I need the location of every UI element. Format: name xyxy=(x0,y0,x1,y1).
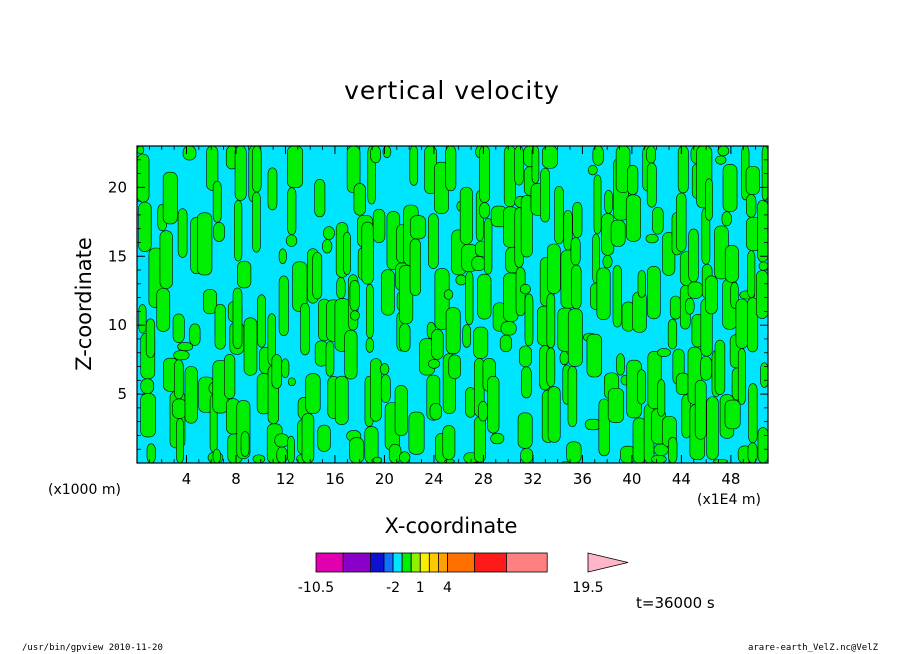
footer-left: /usr/bin/gpview 2010-11-20 xyxy=(22,643,163,653)
chart-title: vertical velocity xyxy=(344,76,560,105)
x-axis-label: X-coordinate xyxy=(384,514,518,538)
x-unit-right: (x1E4 m) xyxy=(697,492,761,508)
x-tick-label-48: 48 xyxy=(721,470,740,488)
colorbar-swatch-2 xyxy=(369,552,385,573)
colorbar-label-4: 19.5 xyxy=(572,580,603,596)
x-tick-label-28: 28 xyxy=(474,470,493,488)
colorbar-swatch-4 xyxy=(392,552,403,573)
x-tick-label-32: 32 xyxy=(523,470,542,488)
colorbar-label-0: -10.5 xyxy=(298,580,334,596)
x-tick-label-44: 44 xyxy=(672,470,691,488)
x-tick-label-12: 12 xyxy=(276,470,295,488)
x-tick-label-20: 20 xyxy=(375,470,394,488)
x-tick-label-8: 8 xyxy=(231,470,241,488)
y-tick-label-10: 10 xyxy=(108,316,127,334)
x-tick-label-16: 16 xyxy=(325,470,344,488)
colorbar-swatch-11 xyxy=(474,552,507,573)
x-tick-label-36: 36 xyxy=(573,470,592,488)
colorbar-swatch-1 xyxy=(342,552,371,573)
time-label: t=36000 s xyxy=(636,594,715,612)
y-tick-label-5: 5 xyxy=(117,385,127,403)
colorbar-label-2: 1 xyxy=(416,580,425,596)
y-tick-label-20: 20 xyxy=(108,178,127,196)
colorbar-extend-arrow xyxy=(587,552,629,573)
x-tick-label-40: 40 xyxy=(622,470,641,488)
colorbar-swatch-8 xyxy=(428,552,439,573)
colorbar-swatch-6 xyxy=(410,552,421,573)
colorbar-swatch-3 xyxy=(383,552,394,573)
colorbar-label-1: -2 xyxy=(386,580,400,596)
colorbar-swatch-10 xyxy=(447,552,476,573)
footer-right: arare-earth_VelZ.nc@VelZ xyxy=(747,643,878,653)
x-tick-label-24: 24 xyxy=(424,470,443,488)
y-axis-label: Z-coordinate xyxy=(72,237,96,371)
colorbar-swatch-9 xyxy=(437,552,448,573)
x-unit-left: (x1000 m) xyxy=(48,482,121,498)
plot-frame xyxy=(136,145,769,464)
colorbar xyxy=(315,552,629,573)
colorbar-swatch-0 xyxy=(315,552,344,573)
colorbar-swatch-12 xyxy=(505,552,548,573)
y-tick-label-15: 15 xyxy=(108,247,127,265)
x-tick-label-4: 4 xyxy=(182,470,192,488)
colorbar-swatch-5 xyxy=(401,552,412,573)
colorbar-label-3: 4 xyxy=(443,580,452,596)
colorbar-swatch-7 xyxy=(419,552,430,573)
